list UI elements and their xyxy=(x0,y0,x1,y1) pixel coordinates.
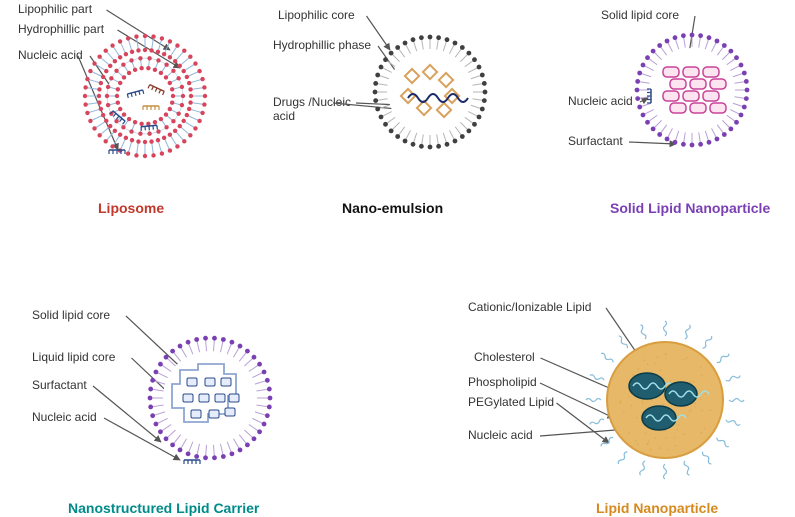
label: Phospholipid xyxy=(468,375,537,389)
label: Nucleic acid xyxy=(568,94,633,108)
label: Solid lipid core xyxy=(601,8,679,22)
label: PEGylated Lipid xyxy=(468,395,554,409)
label: Surfactant xyxy=(32,378,87,392)
liposome-title: Liposome xyxy=(98,200,164,216)
label: Lipophilic core xyxy=(278,8,355,22)
label: Cholesterol xyxy=(474,350,535,364)
nanoemulsion-title: Nano-emulsion xyxy=(342,200,443,216)
label: Liquid lipid core xyxy=(32,350,115,364)
diagram-canvas xyxy=(0,0,795,517)
label: Solid lipid core xyxy=(32,308,110,322)
label: Hydrophillic phase xyxy=(273,38,371,52)
label: Surfactant xyxy=(568,134,623,148)
label: Nucleic acid xyxy=(18,48,83,62)
label: Cationic/Ionizable Lipid xyxy=(468,300,591,314)
lnp-title: Lipid Nanoparticle xyxy=(596,500,718,516)
label: Drugs /Nucleic acid xyxy=(273,95,363,124)
label: Lipophilic part xyxy=(18,2,92,16)
label: Nucleic acid xyxy=(32,410,97,424)
label: Nucleic acid xyxy=(468,428,533,442)
nlc-title: Nanostructured Lipid Carrier xyxy=(68,500,259,516)
sln-title: Solid Lipid Nanoparticle xyxy=(610,200,770,216)
label: Hydrophillic part xyxy=(18,22,104,36)
